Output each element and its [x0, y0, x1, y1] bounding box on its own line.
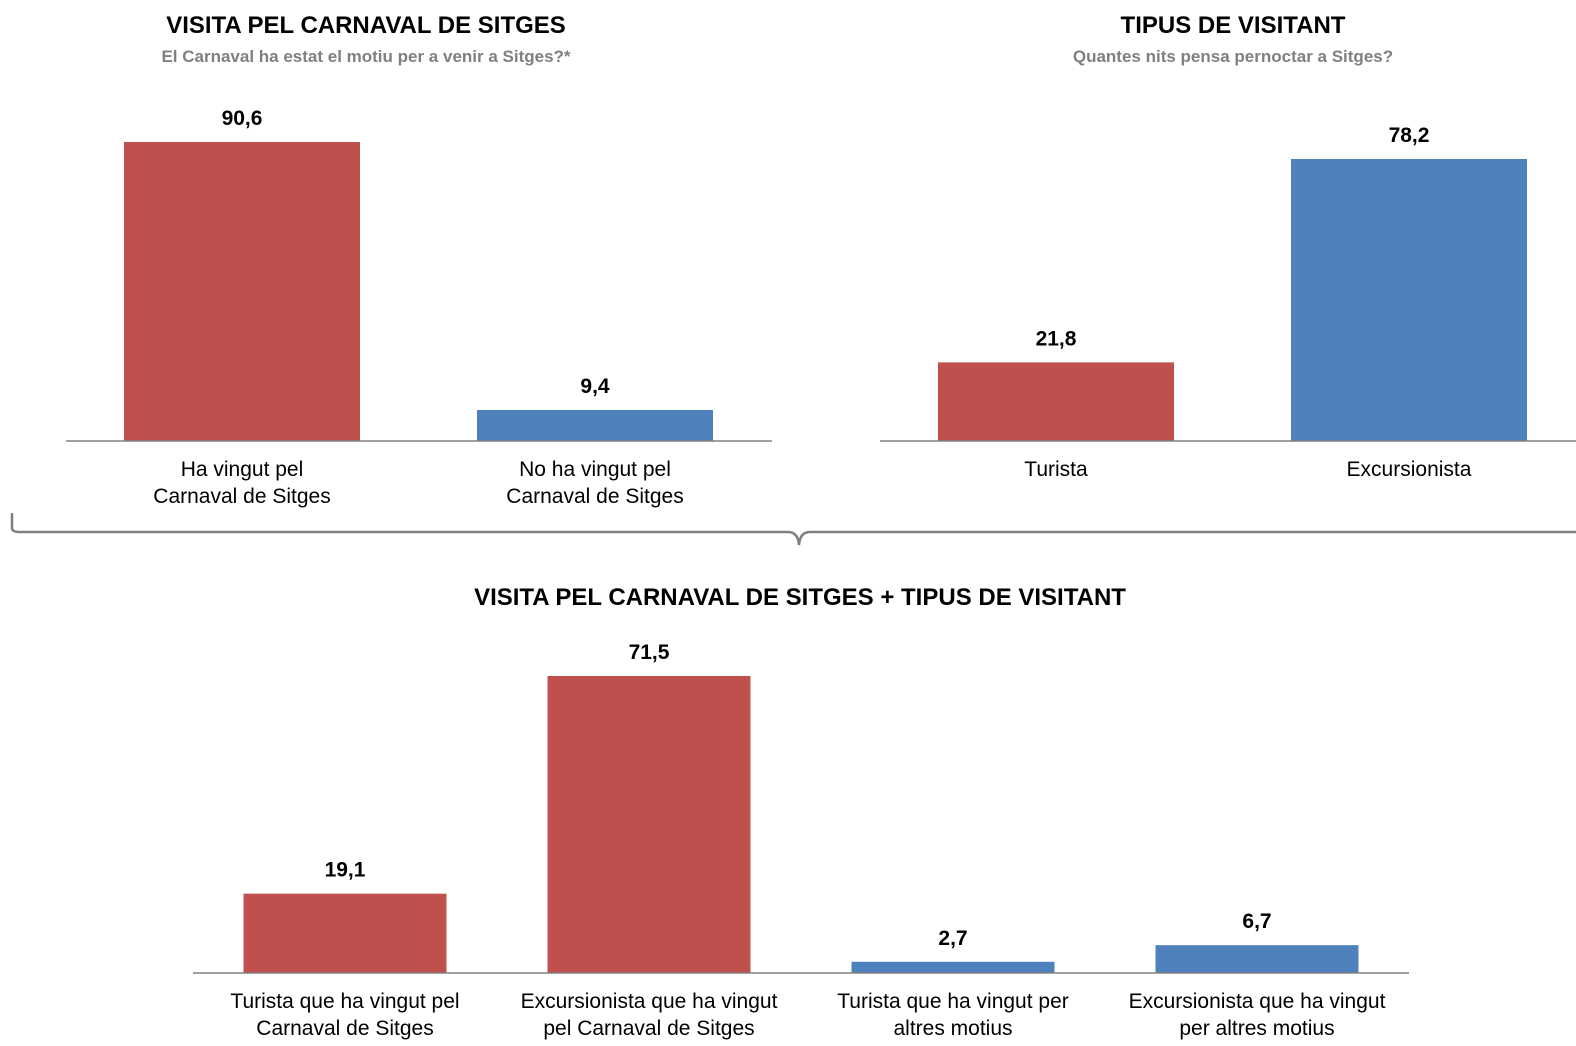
chart1-category-label-2-line-2: Carnaval de Sitges: [506, 485, 683, 508]
chart2-title: TIPUS DE VISITANT: [1121, 12, 1346, 39]
chart3-value-label-1: 19,1: [325, 859, 366, 882]
chart2-category-label-1-line-1: Turista: [1024, 458, 1088, 481]
chart3-category-label-1-line-1: Turista que ha vingut pel: [230, 990, 459, 1013]
chart1-subtitle: El Carnaval ha estat el motiu per a veni…: [161, 47, 570, 66]
chart3-category-label-4-line-2: per altres motius: [1179, 1017, 1334, 1040]
chart3-bar-3: [851, 961, 1055, 973]
chart3-bar-2: [547, 676, 751, 973]
chart-tipus-visitant: TIPUS DE VISITANT Quantes nits pensa per…: [880, 12, 1576, 481]
chart1-category-label-1-line-1: Ha vingut pel: [181, 458, 304, 481]
chart3-title: VISITA PEL CARNAVAL DE SITGES + TIPUS DE…: [474, 584, 1126, 611]
chart3-category-label-3-line-2: altres motius: [893, 1017, 1012, 1040]
chart1-value-label-1: 90,6: [222, 107, 263, 130]
chart3-bar-1: [243, 893, 447, 973]
chart2-category-label-2-line-1: Excursionista: [1347, 458, 1472, 481]
chart3-bar-4: [1155, 945, 1359, 973]
chart-visita-carnaval: VISITA PEL CARNAVAL DE SITGES El Carnava…: [66, 12, 772, 508]
chart3-value-label-3: 2,7: [938, 927, 967, 950]
chart3-value-label-2: 71,5: [629, 641, 670, 664]
chart3-category-label-1-line-2: Carnaval de Sitges: [256, 1017, 433, 1040]
chart2-subtitle: Quantes nits pensa pernoctar a Sitges?: [1073, 47, 1393, 66]
chart3-category-label-3-line-1: Turista que ha vingut per: [837, 990, 1069, 1013]
chart2-bar-2: [1291, 159, 1527, 441]
chart1-bar-1: [124, 142, 360, 441]
chart3-value-label-4: 6,7: [1242, 910, 1271, 933]
chart3-bars: 19,1 Turista que ha vingut pel Carnaval de…: [230, 641, 1385, 1040]
chart1-category-label-1-line-2: Carnaval de Sitges: [153, 485, 330, 508]
grouping-brace: [10, 513, 1576, 546]
chart2-value-label-1: 21,8: [1036, 327, 1077, 350]
chart2-value-label-2: 78,2: [1389, 124, 1430, 147]
chart1-title: VISITA PEL CARNAVAL DE SITGES: [166, 12, 566, 39]
chart2-bar-1: [938, 362, 1174, 441]
chart1-bars: 90,6 Ha vingut pel Carnaval de Sitges 9,4 No…: [124, 107, 713, 508]
chart3-category-label-2-line-1: Excursionista que ha vingut: [521, 990, 778, 1013]
chart1-category-label-2-line-1: No ha vingut pel: [519, 458, 671, 481]
chart3-category-label-2-line-2: pel Carnaval de Sitges: [543, 1017, 754, 1040]
chart3-category-label-4-line-1: Excursionista que ha vingut: [1129, 990, 1386, 1013]
chart1-value-label-2: 9,4: [580, 375, 610, 398]
chart-combined: VISITA PEL CARNAVAL DE SITGES + TIPUS DE…: [193, 584, 1409, 1040]
chart1-bar-2: [477, 409, 713, 441]
chart2-bars: 21,8 Turista 78,2 Excursionista: [938, 124, 1527, 481]
